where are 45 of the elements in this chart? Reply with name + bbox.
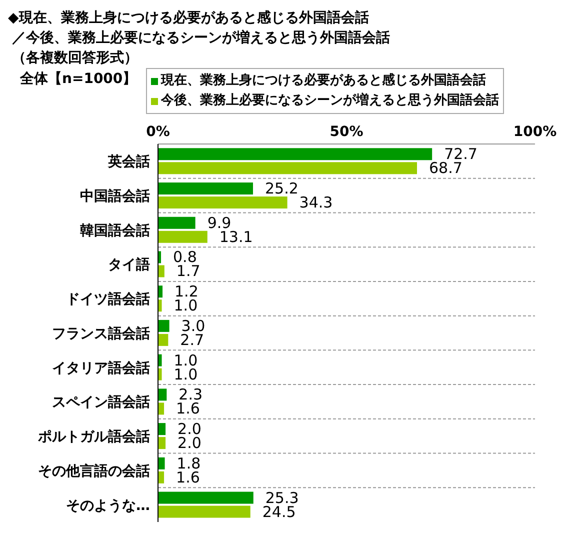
y-tick-label: イタリア語会話 xyxy=(52,359,150,376)
y-tick-label: フランス語会話 xyxy=(52,324,150,342)
legend-label: 現在、業務上身につける必要があると感じる外国語会話 xyxy=(161,72,486,90)
chart-subtitle: ／今後、業務上必要になるシーンが増えると思う外国語会話 xyxy=(11,28,391,48)
bar xyxy=(158,492,254,504)
bar xyxy=(158,182,254,194)
y-tick-label: スペイン語会話 xyxy=(52,394,150,411)
bar xyxy=(158,471,164,484)
bar xyxy=(158,437,166,450)
bar xyxy=(158,402,164,415)
y-tick-label: 韓国語会話 xyxy=(80,222,150,239)
bar xyxy=(158,230,208,243)
bar xyxy=(158,388,167,401)
x-tick-label: 50% xyxy=(330,124,364,140)
chart-title: ◆現在、業務上身につける必要があると感じる外国語会話 xyxy=(8,9,370,28)
y-tick-label: そのような… xyxy=(66,498,150,514)
data-label: 2.0 xyxy=(178,434,202,452)
bar xyxy=(158,368,162,380)
bar xyxy=(158,300,162,312)
bar xyxy=(158,423,166,436)
bar xyxy=(158,320,170,332)
bar xyxy=(158,265,164,278)
data-label: 34.3 xyxy=(299,193,333,212)
x-tick-label: 0% xyxy=(146,124,170,140)
bar xyxy=(158,457,165,470)
y-tick-label: タイ語 xyxy=(108,256,150,274)
y-tick-label: ポルトガル語会話 xyxy=(37,428,150,446)
bar xyxy=(158,196,288,208)
x-tick-label: 100% xyxy=(513,124,557,140)
y-tick-label: 中国語会話 xyxy=(80,188,150,205)
bar xyxy=(158,216,196,229)
bar xyxy=(158,148,432,160)
y-tick-label: 英会話 xyxy=(107,154,150,170)
y-tick-label: ドイツ語会話 xyxy=(66,290,150,308)
bar xyxy=(158,506,250,518)
data-label: 25.2 xyxy=(265,179,298,198)
legend-label: 今後、業務上必要になるシーンが増えると思う外国語会話 xyxy=(161,92,499,110)
bar xyxy=(158,334,168,346)
data-label: 1.0 xyxy=(174,296,198,315)
bar xyxy=(158,354,162,366)
text: 全体【n=1000】 xyxy=(20,70,138,88)
y-tick-label: その他言語の会話 xyxy=(38,462,150,480)
data-label: 1.6 xyxy=(176,400,200,418)
bar xyxy=(158,162,417,174)
text: （各複数回答形式） xyxy=(11,49,139,68)
